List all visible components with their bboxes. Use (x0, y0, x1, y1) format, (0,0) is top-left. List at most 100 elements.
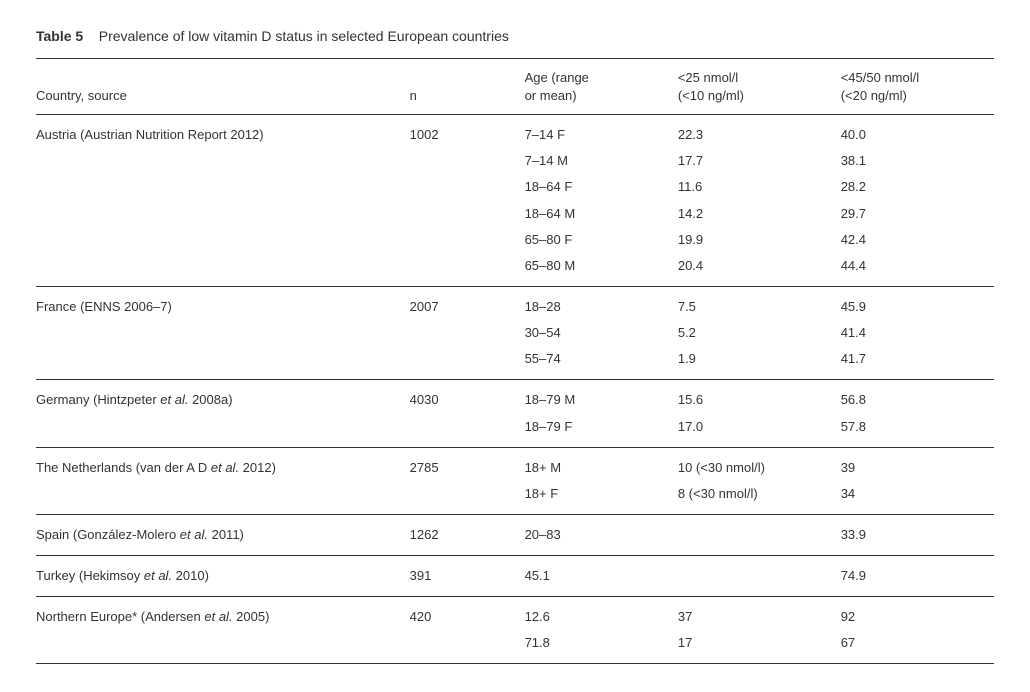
spacer (87, 28, 95, 44)
col-header-25-l2: (<10 ng/ml) (678, 88, 744, 103)
cell-country (36, 320, 410, 346)
cell-25 (678, 556, 841, 597)
cell-age: 18–64 F (525, 174, 678, 200)
table-row: 18+ F8 (<30 nmol/l)34 (36, 481, 994, 515)
cell-25: 20.4 (678, 253, 841, 287)
cell-45: 39 (841, 447, 994, 481)
cell-age: 71.8 (525, 630, 678, 664)
col-header-country-text: Country, source (36, 88, 127, 103)
cell-country (36, 630, 410, 664)
cell-n (410, 414, 525, 448)
cell-age: 7–14 F (525, 115, 678, 149)
cell-45: 29.7 (841, 201, 994, 227)
table-row: Austria (Austrian Nutrition Report 2012)… (36, 115, 994, 149)
table-row: Germany (Hintzpeter et al. 2008a)403018–… (36, 380, 994, 414)
cell-age: 18+ F (525, 481, 678, 515)
cell-25: 11.6 (678, 174, 841, 200)
cell-country: Germany (Hintzpeter et al. 2008a) (36, 380, 410, 414)
cell-45: 74.9 (841, 556, 994, 597)
cell-25: 17 (678, 630, 841, 664)
cell-45: 41.4 (841, 320, 994, 346)
cell-n (410, 320, 525, 346)
cell-country: Austria (Austrian Nutrition Report 2012) (36, 115, 410, 149)
table-row: France (ENNS 2006–7)200718–287.545.9 (36, 286, 994, 320)
col-header-country: Country, source (36, 59, 410, 115)
cell-age: 18–64 M (525, 201, 678, 227)
cell-45: 41.7 (841, 346, 994, 380)
table-number: Table 5 (36, 28, 83, 44)
cell-25: 37 (678, 597, 841, 631)
table-row: 18–64 M14.229.7 (36, 201, 994, 227)
cell-age: 65–80 M (525, 253, 678, 287)
table-row: 18–64 F11.628.2 (36, 174, 994, 200)
col-header-age-l2: or mean) (525, 88, 577, 103)
table-row: 55–741.941.7 (36, 346, 994, 380)
cell-n: 1002 (410, 115, 525, 149)
cell-country: Turkey (Hekimsoy et al. 2010) (36, 556, 410, 597)
cell-45: 45.9 (841, 286, 994, 320)
cell-25: 8 (<30 nmol/l) (678, 481, 841, 515)
col-header-n-text: n (410, 88, 417, 103)
cell-country (36, 253, 410, 287)
cell-age: 45.1 (525, 556, 678, 597)
cell-age: 30–54 (525, 320, 678, 346)
cell-age: 20–83 (525, 514, 678, 555)
table-title: Table 5 Prevalence of low vitamin D stat… (36, 28, 994, 44)
col-header-45-l2: (<20 ng/ml) (841, 88, 907, 103)
cell-25: 5.2 (678, 320, 841, 346)
cell-country: Spain (González-Molero et al. 2011) (36, 514, 410, 555)
cell-country (36, 346, 410, 380)
table-row: Spain (González-Molero et al. 2011)12622… (36, 514, 994, 555)
cell-age: 12.6 (525, 597, 678, 631)
cell-n (410, 481, 525, 515)
cell-45: 67 (841, 630, 994, 664)
cell-country (36, 201, 410, 227)
cell-n: 2007 (410, 286, 525, 320)
cell-45: 40.0 (841, 115, 994, 149)
cell-age: 18–79 M (525, 380, 678, 414)
cell-country (36, 414, 410, 448)
cell-25: 19.9 (678, 227, 841, 253)
cell-25: 1.9 (678, 346, 841, 380)
cell-25: 22.3 (678, 115, 841, 149)
table-row: The Netherlands (van der A D et al. 2012… (36, 447, 994, 481)
cell-n (410, 227, 525, 253)
col-header-45-l1: <45/50 nmol/l (841, 70, 919, 85)
cell-n: 420 (410, 597, 525, 631)
cell-country (36, 481, 410, 515)
cell-45: 33.9 (841, 514, 994, 555)
cell-45: 28.2 (841, 174, 994, 200)
table-row: 71.81767 (36, 630, 994, 664)
cell-n (410, 346, 525, 380)
cell-n (410, 174, 525, 200)
cell-45: 57.8 (841, 414, 994, 448)
cell-n: 4030 (410, 380, 525, 414)
cell-25: 7.5 (678, 286, 841, 320)
cell-country: France (ENNS 2006–7) (36, 286, 410, 320)
cell-age: 18–28 (525, 286, 678, 320)
col-header-age: Age (range or mean) (525, 59, 678, 115)
table-row: Northern Europe* (Andersen et al. 2005)4… (36, 597, 994, 631)
table-row: Turkey (Hekimsoy et al. 2010)39145.174.9 (36, 556, 994, 597)
cell-25: 17.0 (678, 414, 841, 448)
col-header-45: <45/50 nmol/l (<20 ng/ml) (841, 59, 994, 115)
data-table: Country, source n Age (range or mean) <2… (36, 58, 994, 664)
col-header-n: n (410, 59, 525, 115)
cell-age: 65–80 F (525, 227, 678, 253)
cell-45: 42.4 (841, 227, 994, 253)
cell-country (36, 148, 410, 174)
cell-n: 2785 (410, 447, 525, 481)
col-header-age-l1: Age (range (525, 70, 589, 85)
cell-country: Northern Europe* (Andersen et al. 2005) (36, 597, 410, 631)
cell-country (36, 227, 410, 253)
cell-age: 18–79 F (525, 414, 678, 448)
cell-age: 7–14 M (525, 148, 678, 174)
cell-45: 92 (841, 597, 994, 631)
cell-country (36, 174, 410, 200)
cell-n (410, 630, 525, 664)
cell-country: The Netherlands (van der A D et al. 2012… (36, 447, 410, 481)
cell-age: 18+ M (525, 447, 678, 481)
cell-45: 56.8 (841, 380, 994, 414)
table-caption: Prevalence of low vitamin D status in se… (99, 28, 509, 44)
cell-25: 14.2 (678, 201, 841, 227)
